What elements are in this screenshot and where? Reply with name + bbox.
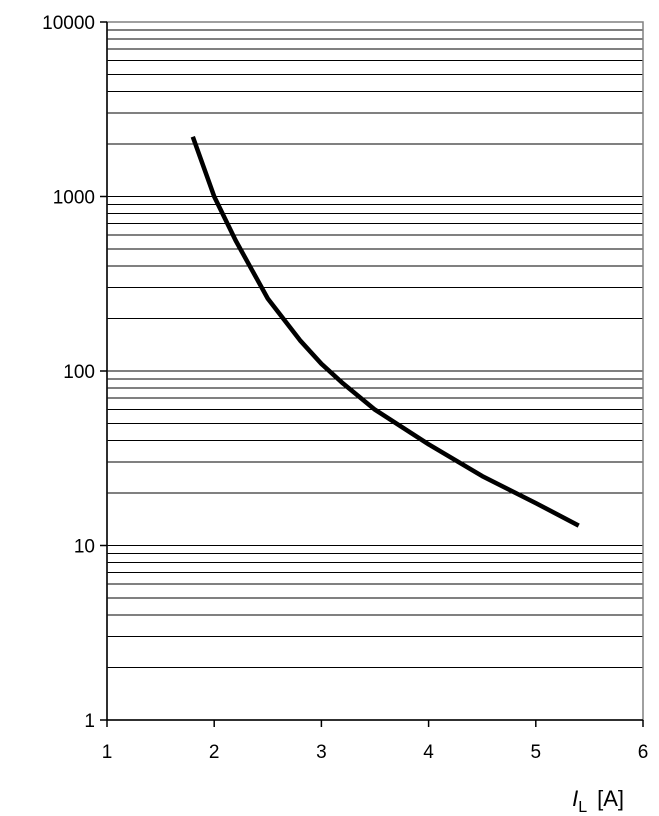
x-tick-label: 6	[638, 742, 649, 763]
x-axis-tick-labels: 1 2 3 4 5 6	[102, 742, 649, 763]
x-axis-title: IL [A]	[572, 786, 624, 816]
grid	[107, 21, 643, 668]
y-tick-label: 100	[63, 362, 95, 383]
x-axis-subscript: L	[578, 799, 587, 816]
x-tick-label: 3	[316, 742, 327, 763]
y-tick-label: 1000	[53, 188, 95, 209]
x-axis-unit: [A]	[597, 786, 624, 811]
series-line	[190, 135, 580, 528]
x-axis-symbol: I	[572, 786, 578, 811]
x-tick-label: 2	[209, 742, 220, 763]
y-tick-label: 10000	[42, 13, 95, 34]
y-axis-tick-labels: 1 10 100 1000 10000	[42, 13, 95, 732]
y-tick-label: 10	[74, 537, 95, 558]
series-layer	[190, 135, 580, 528]
y-tick-label: 1	[84, 711, 95, 732]
x-tick-label: 1	[102, 742, 113, 763]
axis-ticks	[100, 21, 644, 727]
x-tick-label: 5	[531, 742, 542, 763]
x-tick-label: 4	[423, 742, 434, 763]
